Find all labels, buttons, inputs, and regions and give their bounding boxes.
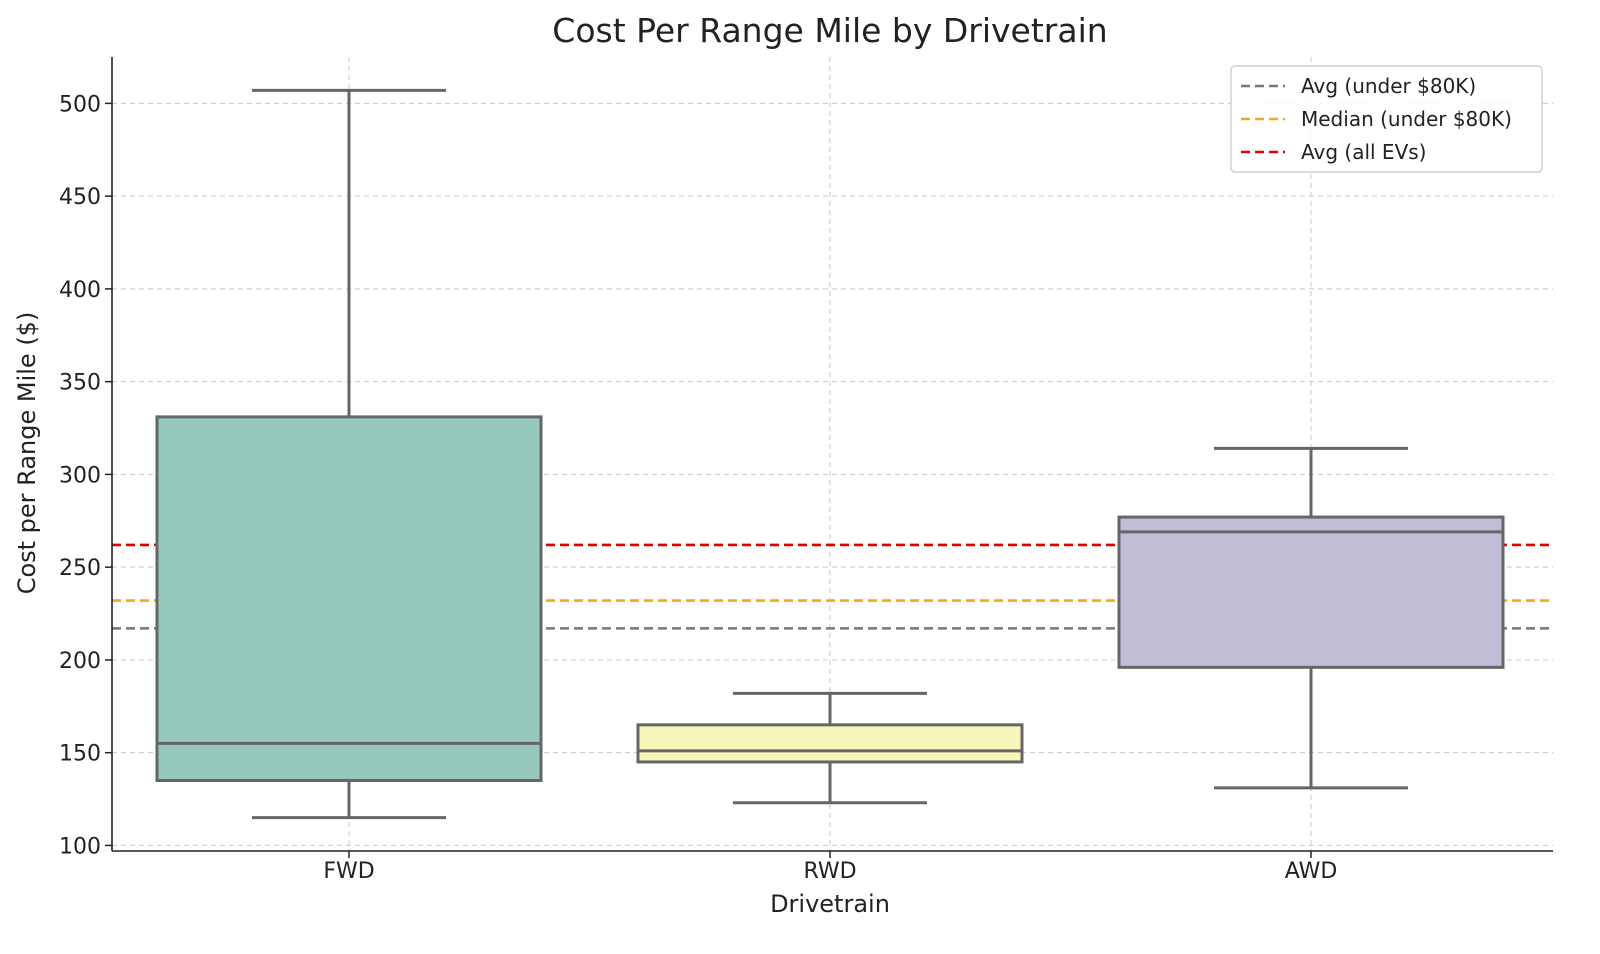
chart-title: Cost Per Range Mile by Drivetrain [552, 11, 1107, 50]
y-tick-label: 500 [59, 92, 101, 117]
y-tick-label: 300 [59, 463, 101, 488]
y-tick-label: 400 [59, 278, 101, 303]
box-awd [1117, 446, 1505, 790]
y-axis-label: Cost per Range Mile ($) [13, 312, 41, 595]
x-axis-label: Drivetrain [770, 890, 890, 918]
legend-label: Median (under $80K) [1301, 107, 1512, 131]
y-tick-label: 250 [59, 556, 101, 581]
box-series [155, 88, 1505, 820]
legend: Avg (under $80K) Median (under $80K) Avg (… [1230, 65, 1543, 173]
legend-frame [1230, 65, 1543, 173]
tick-labels: 100 150 200 250 300 350 400 450 500 FWD RWD AWD [59, 92, 1337, 884]
y-tick-label: 450 [59, 185, 101, 210]
x-tick-label: FWD [323, 859, 374, 884]
iqr-box [1117, 515, 1505, 669]
axes [111, 57, 1553, 852]
x-tick-label: AWD [1285, 859, 1338, 884]
x-tick-label: RWD [803, 859, 856, 884]
y-tick-label: 150 [59, 742, 101, 767]
legend-label: Avg (all EVs) [1301, 140, 1426, 164]
y-tick-label: 100 [59, 834, 101, 859]
y-tick-label: 200 [59, 649, 101, 674]
box-fwd [155, 88, 543, 820]
iqr-box [636, 723, 1024, 764]
legend-label: Avg (under $80K) [1301, 74, 1476, 98]
iqr-box [155, 415, 543, 783]
box-rwd [636, 691, 1024, 805]
y-tick-label: 350 [59, 371, 101, 396]
